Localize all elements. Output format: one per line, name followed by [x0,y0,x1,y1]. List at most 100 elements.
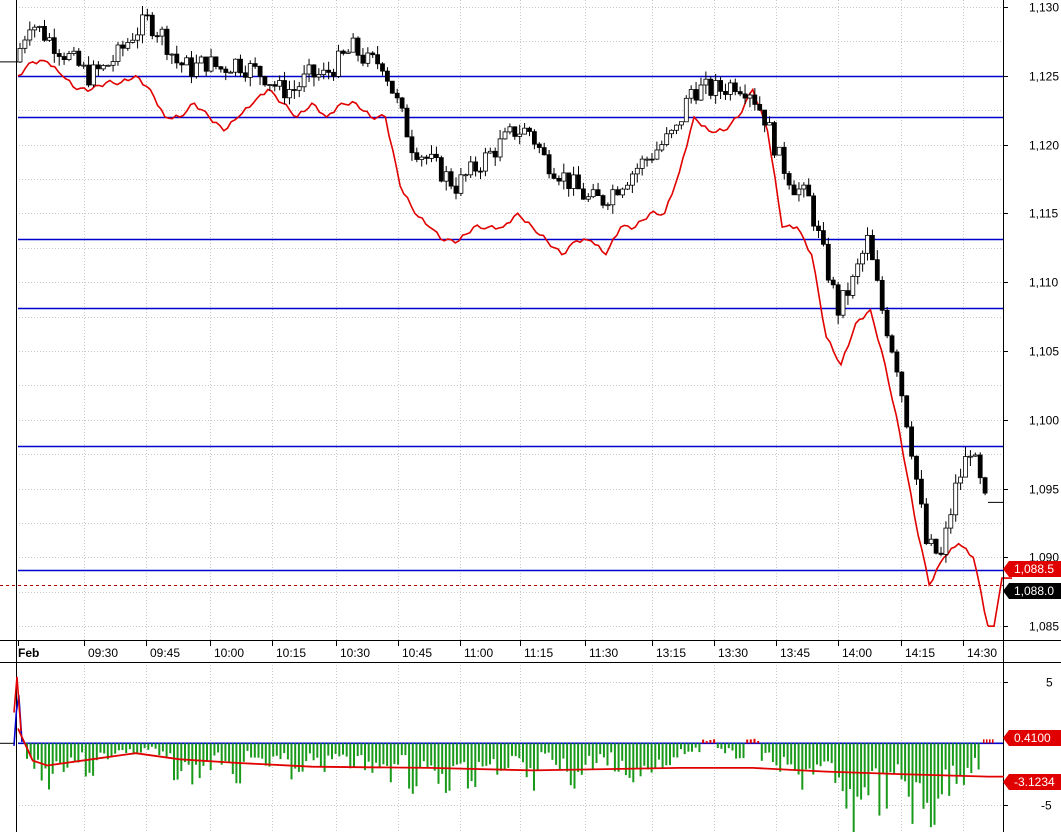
indicator-histogram-bar [59,743,62,764]
candle-body [179,62,185,66]
indicator-histogram-bar [297,743,300,772]
indicator-histogram-bar [834,743,837,783]
indicator-histogram-bar [786,743,789,765]
indicator-end-dot [989,739,991,744]
candle-body [943,527,949,555]
candle-body [66,53,72,60]
candle-body [816,225,821,232]
candle-body [42,25,47,41]
candle-body [262,76,268,86]
indicator-histogram-bar [95,743,98,761]
candle-body [61,56,67,60]
indicator-histogram-bar [474,743,477,787]
indicator-histogram-bar [331,743,333,760]
candle-body [355,37,361,56]
candle-body [125,42,131,49]
candle-body [360,54,366,64]
indicator-histogram-bar [375,743,378,763]
x-tick-label: 13:15 [656,646,686,660]
candle-body [159,28,165,37]
indicator-histogram-bar [602,743,605,758]
indicator-histogram-bar [694,743,697,748]
indicator-histogram-bar [929,743,932,828]
indicator-histogram-bar [125,743,128,754]
candle-body [453,185,459,194]
candle-body [96,64,101,70]
indicator-histogram-bar [176,743,179,780]
indicator-histogram-bar [246,743,249,751]
indicator-histogram-bar [437,743,440,784]
candle-body [546,154,552,175]
indicator-histogram-bar [522,743,524,763]
indicator-histogram-bar [966,743,969,768]
candle-body [659,144,665,151]
indicator-signal-line [17,728,1004,778]
price-last-value-box [1009,583,1061,599]
candle-body [37,25,42,28]
indicator-histogram-bar [367,743,370,762]
candle-body [193,62,199,77]
candle-body [556,177,562,182]
candle-body [703,78,709,86]
indicator-histogram-bar [389,743,392,783]
indicator-histogram-bar [856,743,859,797]
indicator-histogram-bar [558,743,561,770]
candle-body [585,196,591,200]
candle-body [149,14,155,37]
indicator-histogram-bar [569,743,572,786]
candle-body [732,82,738,93]
candle-body [91,64,96,86]
candle-body [56,53,62,57]
candle-body [81,64,87,67]
indicator-histogram-bar [863,743,866,788]
indicator-histogram-bar [132,743,135,755]
candle-body [693,89,699,101]
candle-body [718,80,723,92]
indicator-histogram-bar [801,743,804,790]
candle-body [953,482,959,516]
indicator-histogram-bar [797,743,800,775]
price-last-value-box [1009,561,1061,577]
indicator-histogram-bar [536,743,539,771]
x-tick-label: 13:45 [780,646,810,660]
indicator-histogram-bar [66,743,69,768]
candle-body [301,73,307,88]
indicator-histogram-bar [500,743,502,771]
indicator-histogram-bar [823,743,826,762]
candle-body [218,66,224,70]
indicator-histogram-bar [577,743,580,772]
indicator-histogram-bar [727,743,730,749]
indicator-histogram-bar [764,743,767,753]
candle-body [796,188,802,196]
candle-body [291,89,297,91]
candle-body [620,188,625,196]
indicator-histogram-bar [775,743,778,766]
indicator-histogram-bar [143,743,146,749]
indicator-histogram-bar [408,743,411,789]
candle-body [977,454,983,479]
indicator-histogram-bar [544,743,547,754]
candle-body [27,29,33,41]
candle-body [786,173,792,186]
indicator-histogram-bar [275,743,278,756]
indicator-histogram-bar [470,743,473,782]
indicator-histogram-bar [900,743,903,780]
indicator-histogram-bar [911,743,914,824]
indicator-histogram-bar [117,743,120,751]
candle-body [502,131,508,140]
candle-body [835,284,841,316]
indicator-histogram-bar [356,743,359,756]
indicator-histogram-bar [735,743,738,759]
candle-body [115,44,121,62]
candle-body [590,189,596,198]
candle-body [811,195,816,227]
y-tick-label: 1,110 [1029,276,1058,290]
candle-body [51,37,57,54]
indicator-histogram-bar [698,743,701,753]
candle-body [742,93,748,99]
candle-body [473,161,479,172]
indicator-histogram-bar [742,743,745,759]
candle-body [972,454,978,457]
